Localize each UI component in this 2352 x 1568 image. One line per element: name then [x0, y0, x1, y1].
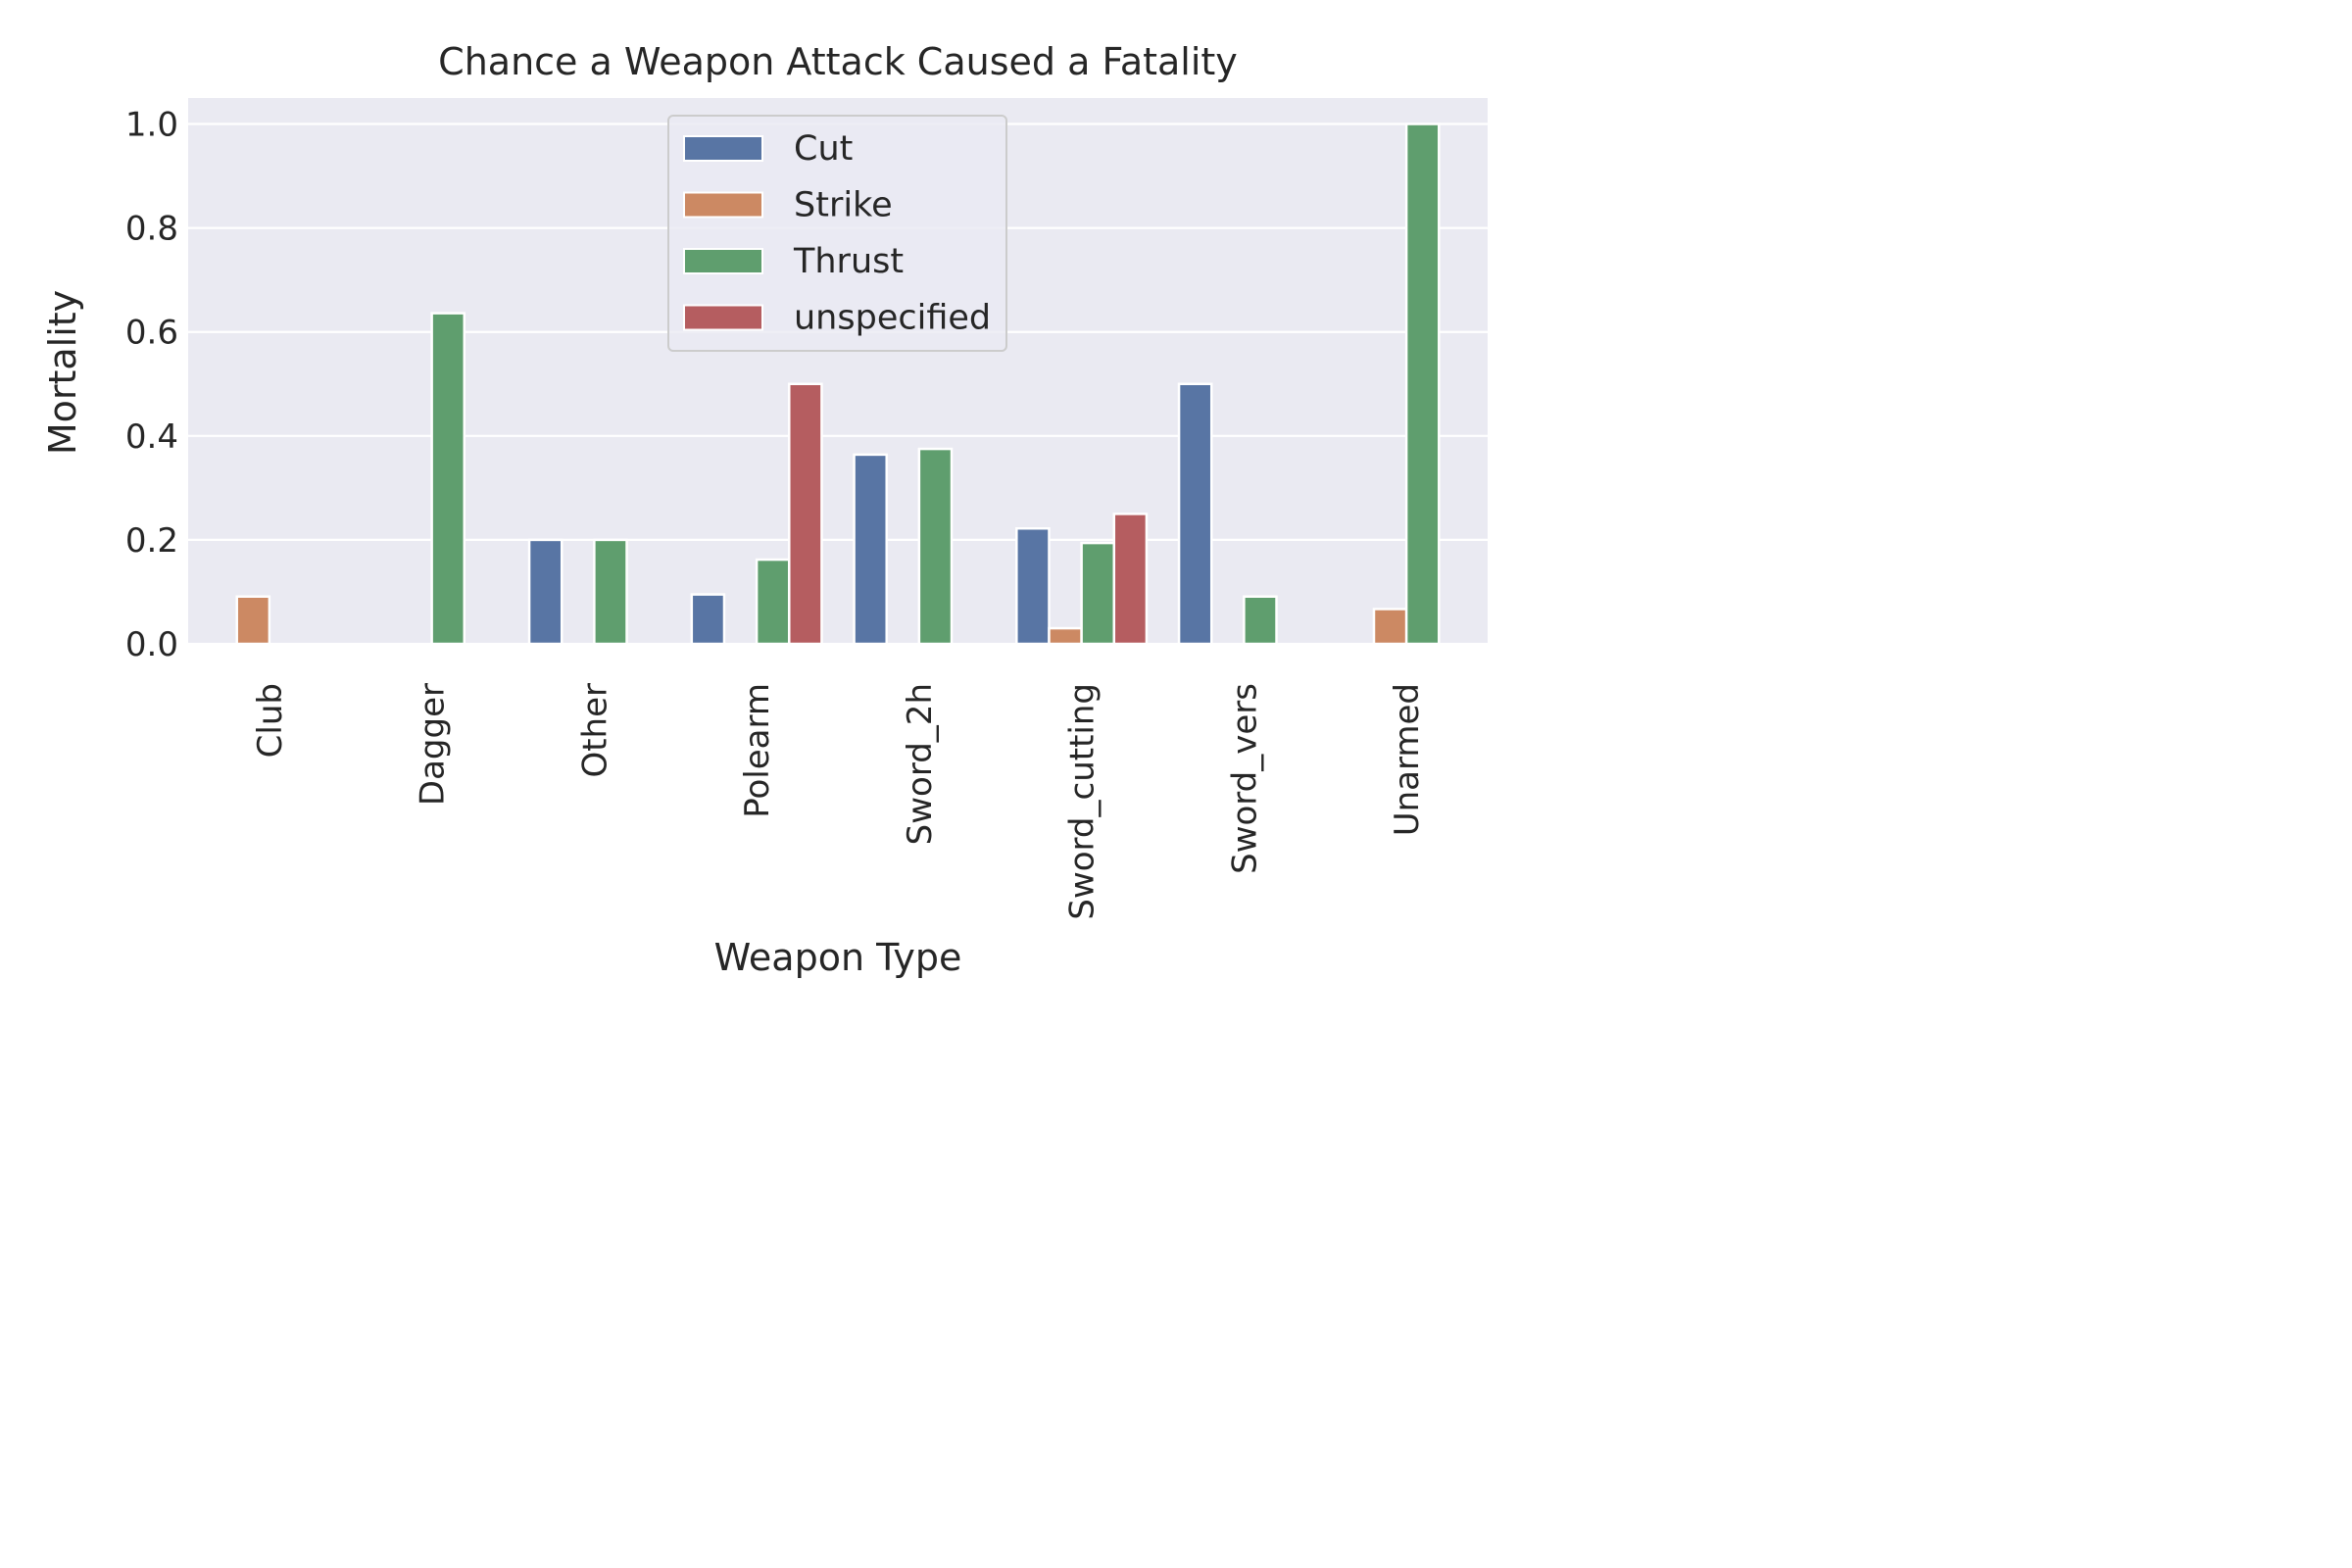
legend-swatch-strike	[683, 191, 763, 219]
legend-swatch-thrust	[683, 248, 763, 274]
bar-cut-sword_cutting	[1015, 526, 1051, 646]
bar-thrust-sword_cutting	[1080, 541, 1116, 646]
x-tick-label: Sword_2h	[901, 683, 940, 845]
y-tick-label: 1.0	[125, 106, 178, 145]
x-tick-label: Sword_cutting	[1063, 683, 1102, 920]
y-axis-ticks: 0.0 0.2 0.4 0.6 0.8 1.0	[125, 106, 178, 664]
bar-strike-unarmed	[1372, 608, 1408, 646]
chart-title: Chance a Weapon Attack Caused a Fatality	[438, 40, 1238, 83]
x-axis-label: Weapon Type	[714, 936, 962, 979]
bar-cut-polearm	[690, 593, 726, 646]
x-tick-label: Unarmed	[1388, 683, 1427, 836]
bar-thrust-dagger	[430, 312, 466, 646]
bar-unspecified-sword_cutting	[1112, 513, 1149, 646]
y-tick-label: 0.8	[125, 210, 178, 249]
y-axis-label: Mortality	[41, 290, 84, 455]
legend-label-thrust: Thrust	[793, 242, 904, 281]
x-tick-label: Sword_vers	[1225, 683, 1264, 874]
x-axis-ticks: Club Dagger Other Polearm Sword_2h Sword_cutt…	[251, 683, 1427, 920]
x-tick-label: Club	[251, 683, 290, 758]
legend-label-unspecified: unspecified	[794, 299, 991, 338]
legend-frame	[667, 115, 1007, 352]
legend-label-strike: Strike	[794, 186, 893, 225]
bar-thrust-sword_2h	[917, 447, 954, 646]
x-tick-label: Other	[575, 683, 614, 778]
legend-swatch-cut	[683, 135, 763, 162]
bar-strike-club	[235, 595, 271, 646]
bar-thrust-sword_vers	[1243, 595, 1278, 646]
bar-cut-sword_2h	[853, 453, 888, 646]
y-tick-label: 0.0	[125, 625, 178, 664]
legend-swatch-unspecified	[683, 304, 763, 331]
bar-thrust-other	[593, 538, 628, 646]
bar-cut-sword_vers	[1177, 382, 1213, 646]
x-tick-label: Dagger	[414, 683, 453, 806]
bar-thrust-unarmed	[1404, 122, 1441, 646]
x-tick-label: Polearm	[738, 683, 777, 818]
bar-strike-sword_cutting	[1048, 626, 1083, 646]
y-tick-label: 0.4	[125, 417, 178, 457]
bars	[235, 122, 1441, 646]
y-tick-label: 0.6	[125, 314, 178, 353]
bar-thrust-polearm	[755, 558, 791, 646]
bar-cut-other	[527, 538, 564, 646]
bar-unspecified-polearm	[788, 382, 823, 646]
chart: 0.0 0.2 0.4 0.6 0.8 1.0 Club Dagger Other Polear…	[41, 40, 1488, 979]
y-tick-label: 0.2	[125, 521, 178, 561]
legend-label-cut: Cut	[794, 129, 853, 169]
legend: Cut Strike Thrust unspecified	[667, 115, 1007, 352]
